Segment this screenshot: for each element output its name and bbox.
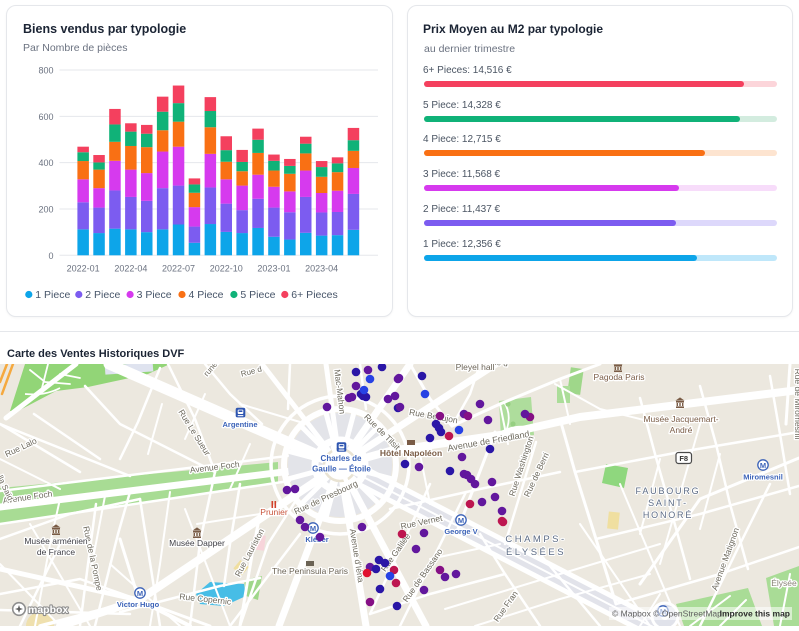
svg-text:Miromesnil: Miromesnil <box>743 473 783 482</box>
svg-text:The Peninsula Paris: The Peninsula Paris <box>272 566 348 576</box>
svg-text:M: M <box>137 589 143 598</box>
svg-text:HONORÉ: HONORÉ <box>643 510 693 520</box>
svg-text:400: 400 <box>38 158 53 168</box>
svg-text:ÉLYSÉES: ÉLYSÉES <box>506 547 566 558</box>
svg-text:de France: de France <box>37 547 76 557</box>
svg-text:CHAMPS-: CHAMPS- <box>505 534 566 545</box>
svg-text:6+ Pieces: 6+ Pieces <box>291 289 337 301</box>
svg-text:2022-04: 2022-04 <box>114 263 147 273</box>
svg-text:2023-01: 2023-01 <box>257 263 290 273</box>
svg-text:Prunier: Prunier <box>260 507 288 517</box>
svg-text:Argentine: Argentine <box>222 420 257 429</box>
svg-text:2 Piece: 2 Piece <box>85 289 120 301</box>
svg-text:800: 800 <box>38 66 53 76</box>
svg-text:1 Piece: 1 Piece <box>35 289 70 301</box>
svg-text:2022-01: 2022-01 <box>67 263 100 273</box>
svg-text:200: 200 <box>38 204 53 214</box>
svg-text:© Mapbox © OpenStreetMap: © Mapbox © OpenStreetMap <box>612 609 722 619</box>
svg-text:Charles de: Charles de <box>321 454 362 463</box>
svg-text:Musée Jacquemart-: Musée Jacquemart- <box>643 414 718 424</box>
svg-text:0: 0 <box>48 251 53 261</box>
svg-text:Élysée: Élysée <box>771 578 797 588</box>
svg-text:Victor Hugo: Victor Hugo <box>117 600 160 609</box>
svg-text:André: André <box>670 425 693 435</box>
svg-text:Gaulle — Étoile: Gaulle — Étoile <box>312 465 371 474</box>
svg-text:4 Piece: 4 Piece <box>189 289 224 301</box>
svg-text:SAINT-: SAINT- <box>648 498 688 508</box>
svg-text:George V: George V <box>444 527 477 536</box>
svg-text:600: 600 <box>38 112 53 122</box>
svg-text:2022-07: 2022-07 <box>162 263 195 273</box>
svg-text:Improve this map: Improve this map <box>720 609 790 619</box>
svg-text:M: M <box>458 516 464 525</box>
svg-text:2022-10: 2022-10 <box>210 263 243 273</box>
svg-text:Pagoda Paris: Pagoda Paris <box>593 372 644 382</box>
svg-text:5 Piece: 5 Piece <box>240 289 275 301</box>
svg-text:Musée Dapper: Musée Dapper <box>169 538 225 548</box>
svg-text:M: M <box>310 524 316 533</box>
svg-text:Rue de Miromesnil: Rue de Miromesnil <box>793 369 799 440</box>
svg-text:FAUBOURG: FAUBOURG <box>636 486 701 496</box>
svg-text:mapbox: mapbox <box>28 604 68 616</box>
svg-text:2023-04: 2023-04 <box>305 263 338 273</box>
svg-text:Musée arménien: Musée arménien <box>24 536 88 546</box>
svg-text:F8: F8 <box>679 454 688 463</box>
svg-text:Pleyel hall: Pleyel hall <box>456 364 495 372</box>
svg-text:M: M <box>760 461 766 470</box>
svg-text:3 Piece: 3 Piece <box>137 289 172 301</box>
svg-text:Hôtel Napoléon: Hôtel Napoléon <box>380 448 442 458</box>
